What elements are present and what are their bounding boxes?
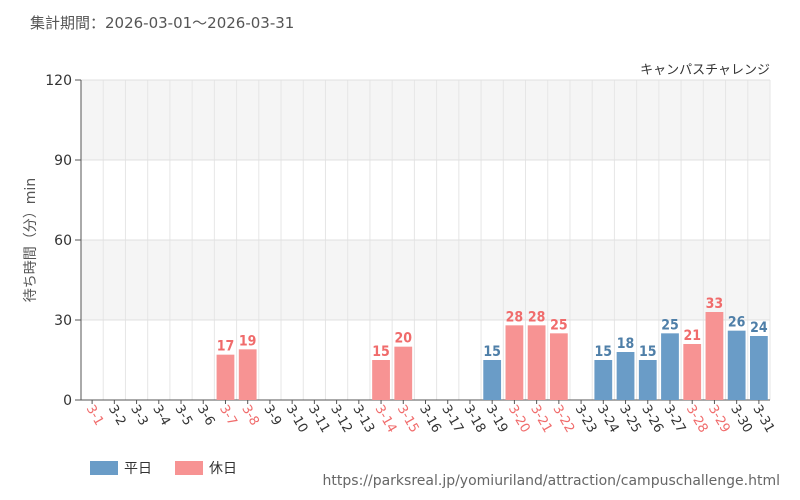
legend-weekday-label: 平日 — [124, 461, 152, 477]
data-label: 28 — [506, 309, 524, 325]
bar — [549, 333, 568, 400]
bar — [727, 330, 746, 400]
chart-title: キャンパスチャレンジ — [640, 63, 770, 78]
bar — [749, 336, 768, 400]
data-label: 25 — [661, 317, 679, 333]
x-tick-label: 3-1 — [83, 403, 107, 429]
data-label: 17 — [217, 339, 235, 355]
x-tick-label: 3-9 — [260, 403, 284, 429]
bar — [661, 333, 679, 400]
data-label: 28 — [528, 309, 546, 325]
data-label: 15 — [639, 344, 657, 360]
x-tick-label: 3-29 — [705, 403, 733, 436]
period-label: 集計期間：2026-03-01～2026-03-31 — [30, 14, 295, 32]
data-label: 15 — [372, 344, 390, 360]
x-tick-label: 3-22 — [549, 403, 577, 436]
plot-band — [81, 80, 770, 160]
data-label: 21 — [683, 328, 701, 344]
bar — [705, 312, 724, 400]
x-tick-label: 3-10 — [283, 403, 311, 436]
data-label: 15 — [595, 344, 613, 360]
source-url: https://parksreal.jp/yomiuriland/attract… — [322, 473, 780, 489]
x-tick-label: 3-27 — [661, 403, 689, 436]
data-label: 18 — [617, 336, 635, 352]
bar — [216, 354, 235, 400]
data-label: 25 — [550, 317, 568, 333]
bar — [638, 360, 657, 400]
x-tick-label: 3-14 — [372, 403, 400, 436]
x-tick-label: 3-8 — [238, 403, 262, 429]
plot-band — [81, 240, 770, 320]
legend-holiday-label: 休日 — [209, 461, 237, 477]
y-tick-label: 120 — [45, 73, 72, 89]
x-tick-label: 3-25 — [616, 403, 644, 436]
data-label: 19 — [239, 333, 257, 349]
y-axis-label: 待ち時間（分）min — [23, 178, 39, 302]
x-tick-label: 3-12 — [327, 403, 355, 436]
x-tick-label: 3-26 — [638, 403, 666, 436]
y-tick-label: 60 — [54, 233, 72, 249]
bar — [616, 352, 635, 400]
y-tick-label: 0 — [63, 393, 72, 409]
legend-holiday: 休日 — [175, 458, 237, 478]
x-tick-label: 3-6 — [194, 403, 218, 429]
x-tick-label: 3-18 — [460, 403, 488, 436]
x-tick-label: 3-24 — [594, 403, 622, 436]
bar — [372, 360, 390, 400]
data-label: 33 — [706, 296, 724, 312]
bar — [527, 325, 546, 400]
bar — [505, 325, 524, 400]
x-tick-label: 3-17 — [438, 403, 466, 436]
data-label: 24 — [750, 320, 768, 336]
x-tick-label: 3-7 — [216, 403, 240, 429]
x-tick-label: 3-11 — [305, 403, 333, 436]
bar — [394, 346, 413, 400]
x-tick-label: 3-4 — [149, 403, 173, 429]
data-label: 15 — [483, 344, 501, 360]
x-tick-label: 3-15 — [394, 403, 422, 436]
x-tick-label: 3-28 — [683, 403, 711, 436]
x-tick-label: 3-23 — [572, 403, 600, 436]
data-label: 26 — [728, 315, 746, 331]
y-tick-label: 30 — [54, 313, 72, 329]
x-tick-label: 3-19 — [483, 403, 511, 436]
legend-weekday: 平日 — [90, 458, 152, 478]
bar — [594, 360, 613, 400]
x-tick-label: 3-2 — [105, 403, 129, 429]
x-tick-label: 3-3 — [127, 403, 151, 429]
x-tick-label: 3-30 — [727, 403, 755, 436]
bar — [238, 349, 257, 400]
bar — [483, 360, 502, 400]
x-tick-label: 3-13 — [349, 403, 377, 436]
y-tick-label: 90 — [54, 153, 72, 169]
legend-weekday-swatch — [90, 461, 118, 475]
x-tick-label: 3-16 — [416, 403, 444, 436]
legend-holiday-swatch — [175, 461, 203, 475]
x-tick-label: 3-31 — [749, 403, 777, 436]
x-tick-label: 3-21 — [527, 403, 555, 436]
x-tick-label: 3-20 — [505, 403, 533, 436]
data-label: 20 — [395, 331, 413, 347]
x-tick-label: 3-5 — [172, 403, 196, 429]
bar — [683, 344, 702, 400]
